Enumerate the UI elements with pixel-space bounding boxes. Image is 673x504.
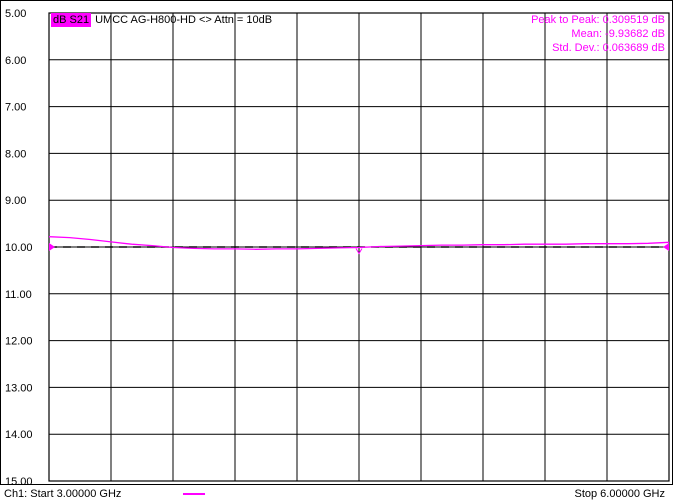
- chart-title: UMCC AG-H800-HD <> Attn = 10dB: [95, 14, 273, 26]
- reference-marker-right: [663, 243, 669, 251]
- std-dev-readout: Std. Dev.: 0.063689 dB: [552, 42, 665, 54]
- y-tick-label: 13.00: [5, 382, 33, 394]
- stop-frequency: Stop 6.00000 GHz: [574, 488, 665, 500]
- trace-line: [48, 236, 670, 250]
- trace-header: dB S21 UMCC AG-H800-HD <> Attn = 10dB: [51, 13, 272, 27]
- reference-marker-left: [49, 243, 55, 251]
- mean-readout: Mean: -9.93682 dB: [571, 28, 665, 40]
- trace-legend-swatch: [183, 493, 205, 495]
- channel-footer: Ch1: Start 3.00000 GHz Stop 6.00000 GHz: [0, 485, 673, 504]
- statistics-panel: Peak to Peak: 0.309519 dB Mean: -9.93682…: [531, 13, 665, 55]
- y-tick-label: 5.00: [5, 8, 26, 20]
- y-tick-label: 11.00: [5, 289, 32, 301]
- y-tick-label: 10.00: [5, 242, 33, 254]
- display-frame: [0, 0, 673, 485]
- y-tick-label: 12.00: [5, 336, 33, 348]
- start-frequency: Ch1: Start 3.00000 GHz: [4, 488, 122, 500]
- y-tick-label: 15.00: [5, 476, 33, 488]
- y-tick-label: 9.00: [5, 195, 26, 207]
- y-tick-label: 7.00: [5, 102, 26, 114]
- trace-label-badge[interactable]: dB S21: [51, 13, 92, 27]
- peak-to-peak-readout: Peak to Peak: 0.309519 dB: [531, 14, 665, 26]
- y-tick-label: 6.00: [5, 55, 26, 67]
- y-tick-label: 8.00: [5, 148, 26, 160]
- y-tick-label: 14.00: [5, 429, 33, 441]
- trace-marker: [355, 248, 363, 255]
